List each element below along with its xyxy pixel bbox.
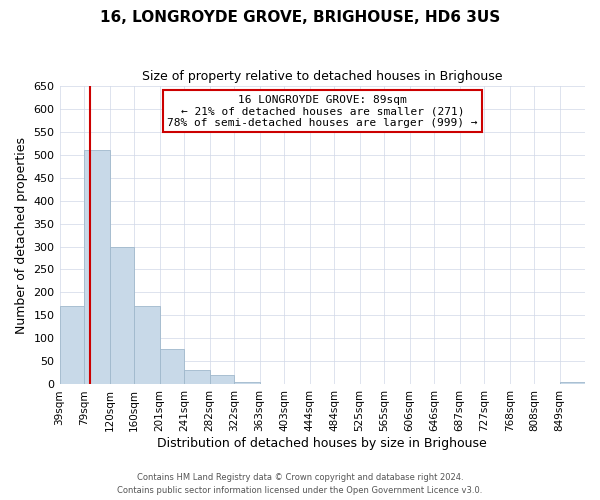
Bar bbox=[160, 348, 184, 384]
Title: Size of property relative to detached houses in Brighouse: Size of property relative to detached ho… bbox=[142, 70, 503, 83]
Bar bbox=[184, 370, 209, 384]
Y-axis label: Number of detached properties: Number of detached properties bbox=[15, 136, 28, 334]
Bar bbox=[234, 382, 260, 384]
X-axis label: Distribution of detached houses by size in Brighouse: Distribution of detached houses by size … bbox=[157, 437, 487, 450]
Text: 16, LONGROYDE GROVE, BRIGHOUSE, HD6 3US: 16, LONGROYDE GROVE, BRIGHOUSE, HD6 3US bbox=[100, 10, 500, 25]
Bar bbox=[84, 150, 110, 384]
Bar bbox=[110, 246, 134, 384]
Text: Contains HM Land Registry data © Crown copyright and database right 2024.
Contai: Contains HM Land Registry data © Crown c… bbox=[118, 474, 482, 495]
Bar bbox=[134, 306, 160, 384]
Text: 16 LONGROYDE GROVE: 89sqm
← 21% of detached houses are smaller (271)
78% of semi: 16 LONGROYDE GROVE: 89sqm ← 21% of detac… bbox=[167, 94, 478, 128]
Bar bbox=[560, 382, 585, 384]
Bar bbox=[59, 306, 84, 384]
Bar bbox=[209, 376, 234, 384]
